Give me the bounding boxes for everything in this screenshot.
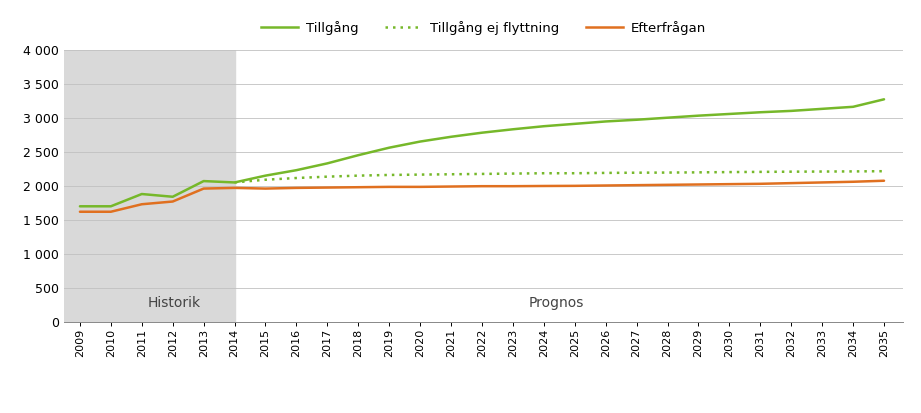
Tillgång	[75, 204, 86, 209]
Efterfrågan	[600, 183, 612, 188]
Tillgång	[229, 180, 240, 185]
Tillgång	[476, 130, 487, 135]
Efterfrågan	[414, 184, 426, 189]
Efterfrågan	[446, 184, 457, 189]
Tillgång ej flyttning	[817, 169, 828, 174]
Tillgång	[755, 110, 766, 115]
Tillgång ej flyttning	[321, 174, 332, 179]
Efterfrågan	[75, 209, 86, 214]
Tillgång	[384, 145, 395, 150]
Tillgång	[446, 134, 457, 139]
Tillgång ej flyttning	[507, 171, 519, 176]
Efterfrågan	[755, 181, 766, 186]
Tillgång ej flyttning	[724, 170, 735, 175]
Efterfrågan	[879, 178, 890, 183]
Tillgång ej flyttning	[229, 180, 240, 185]
Bar	[64, 50, 235, 322]
Tillgång ej flyttning	[662, 170, 673, 175]
Tillgång	[662, 115, 673, 120]
Tillgång ej flyttning	[600, 171, 612, 176]
Tillgång	[507, 127, 519, 132]
Tillgång	[538, 124, 549, 129]
Tillgång ej flyttning	[631, 170, 642, 175]
Tillgång ej flyttning	[353, 173, 364, 178]
Efterfrågan	[476, 184, 487, 189]
Efterfrågan	[847, 179, 858, 184]
Efterfrågan	[631, 183, 642, 188]
Tillgång	[724, 112, 735, 116]
Tillgång	[631, 117, 642, 122]
Tillgång ej flyttning	[538, 171, 549, 176]
Efterfrågan	[662, 183, 673, 188]
Efterfrågan	[724, 182, 735, 187]
Tillgång	[321, 161, 332, 166]
Efterfrågan	[786, 180, 797, 185]
Tillgång	[168, 194, 179, 199]
Efterfrågan	[384, 184, 395, 189]
Efterfrågan	[817, 180, 828, 185]
Tillgång ej flyttning	[260, 177, 271, 182]
Line: Efterfrågan: Efterfrågan	[80, 181, 884, 212]
Efterfrågan	[229, 185, 240, 190]
Tillgång	[198, 178, 209, 183]
Tillgång ej flyttning	[847, 169, 858, 174]
Tillgång ej flyttning	[879, 169, 890, 174]
Efterfrågan	[321, 185, 332, 190]
Efterfrågan	[569, 183, 580, 188]
Tillgång ej flyttning	[414, 172, 426, 177]
Tillgång	[879, 97, 890, 102]
Tillgång	[600, 119, 612, 124]
Tillgång ej flyttning	[446, 172, 457, 177]
Tillgång	[569, 121, 580, 126]
Tillgång	[136, 192, 147, 197]
Tillgång	[353, 153, 364, 158]
Efterfrågan	[105, 209, 116, 214]
Tillgång	[786, 108, 797, 113]
Tillgång	[414, 139, 426, 144]
Efterfrågan	[353, 185, 364, 190]
Tillgång ej flyttning	[291, 176, 302, 180]
Efterfrågan	[538, 183, 549, 188]
Efterfrågan	[693, 182, 704, 187]
Tillgång	[847, 104, 858, 109]
Tillgång ej flyttning	[786, 169, 797, 174]
Efterfrågan	[136, 202, 147, 207]
Line: Tillgång: Tillgång	[80, 99, 884, 206]
Text: Prognos: Prognos	[529, 296, 584, 310]
Efterfrågan	[260, 186, 271, 191]
Tillgång	[260, 173, 271, 178]
Efterfrågan	[291, 185, 302, 190]
Efterfrågan	[198, 186, 209, 191]
Line: Tillgång ej flyttning: Tillgång ej flyttning	[235, 171, 884, 183]
Efterfrågan	[507, 184, 519, 189]
Efterfrågan	[168, 199, 179, 204]
Tillgång ej flyttning	[693, 170, 704, 175]
Legend: Tillgång, Tillgång ej flyttning, Efterfrågan: Tillgång, Tillgång ej flyttning, Efterfr…	[256, 15, 711, 40]
Tillgång	[291, 168, 302, 173]
Tillgång	[693, 113, 704, 118]
Tillgång	[105, 204, 116, 209]
Tillgång ej flyttning	[476, 171, 487, 176]
Tillgång ej flyttning	[569, 171, 580, 176]
Tillgång	[817, 107, 828, 112]
Tillgång ej flyttning	[755, 169, 766, 174]
Tillgång ej flyttning	[384, 173, 395, 178]
Text: Historik: Historik	[148, 296, 201, 310]
